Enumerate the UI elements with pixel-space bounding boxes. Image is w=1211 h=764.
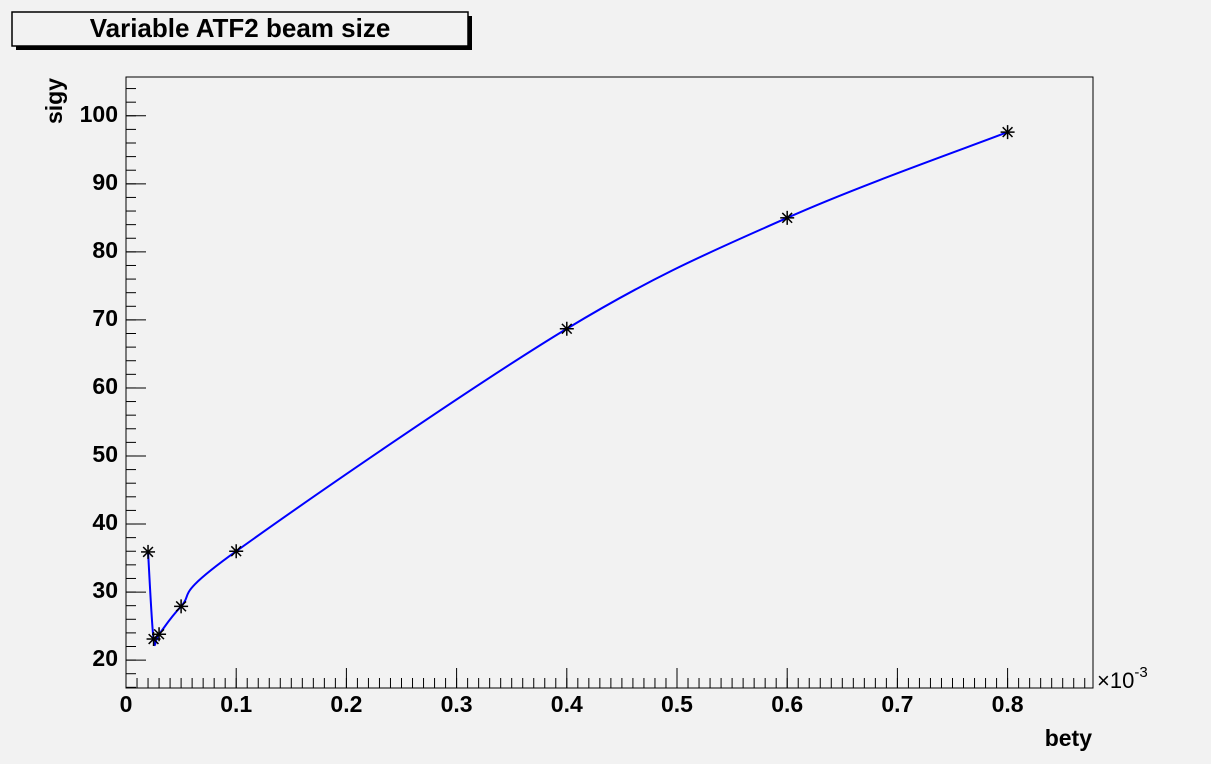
title-box xyxy=(11,11,469,47)
y-tick-label: 60 xyxy=(92,373,118,399)
marker-stroke xyxy=(561,323,573,335)
marker xyxy=(1000,125,1015,140)
x-multiplier-exponent: -3 xyxy=(1134,664,1147,681)
frame xyxy=(125,76,1094,689)
marker xyxy=(174,599,189,614)
y-tick-label: 40 xyxy=(92,509,118,535)
x-multiplier-base: ×10 xyxy=(1097,668,1134,693)
x-multiplier: ×10-3 xyxy=(1097,664,1148,693)
y-tick-label: 80 xyxy=(92,237,118,263)
marker xyxy=(559,321,574,336)
marker-stroke xyxy=(175,600,187,612)
y-tick-label: 100 xyxy=(80,101,118,127)
y-axis-label: sigy xyxy=(41,78,67,124)
marker-stroke xyxy=(153,628,165,640)
marker-stroke xyxy=(230,545,242,557)
x-axis-label: bety xyxy=(1045,725,1093,751)
y-tick-label: 20 xyxy=(92,645,118,671)
marker-stroke xyxy=(142,546,154,558)
marker xyxy=(229,544,244,559)
marker-stroke xyxy=(781,212,793,224)
y-tick-label: 70 xyxy=(92,305,118,331)
y-tick-label: 30 xyxy=(92,577,118,603)
marker xyxy=(141,544,156,559)
marker xyxy=(780,210,795,225)
y-tick-label: 90 xyxy=(92,169,118,195)
x-tick-label: 0.3 xyxy=(441,691,473,717)
x-tick-label: 0.4 xyxy=(551,691,583,717)
y-tick-label: 50 xyxy=(92,441,118,467)
x-tick-label: 0.6 xyxy=(771,691,803,717)
x-tick-label: 0 xyxy=(120,691,133,717)
x-tick-label: 0.7 xyxy=(881,691,913,717)
marker xyxy=(152,627,167,642)
marker-stroke xyxy=(1002,126,1014,138)
x-tick-label: 0.5 xyxy=(661,691,693,717)
x-tick-label: 0.8 xyxy=(992,691,1024,717)
x-tick-label: 0.2 xyxy=(330,691,362,717)
chart-title: Variable ATF2 beam size xyxy=(90,13,391,43)
x-tick-label: 0.1 xyxy=(220,691,252,717)
